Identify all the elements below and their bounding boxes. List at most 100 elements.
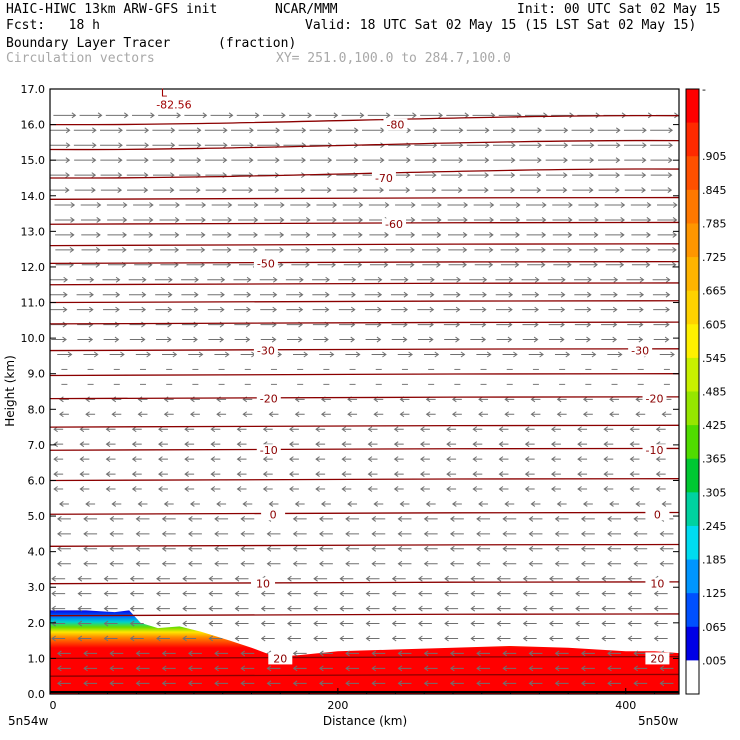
colorbar-label-5: .665 bbox=[702, 285, 727, 298]
circulation-vector-916 bbox=[158, 112, 182, 119]
circulation-vector-239 bbox=[659, 545, 674, 552]
circulation-vector-24 bbox=[57, 665, 71, 672]
circulation-vector-437 bbox=[190, 411, 200, 418]
circulation-vector-305 bbox=[504, 501, 515, 507]
circulation-vector-139 bbox=[549, 605, 563, 612]
circulation-vector-312 bbox=[53, 486, 64, 492]
circulation-vector-561 bbox=[286, 336, 303, 343]
circulation-vector-811 bbox=[546, 187, 568, 193]
circulation-vector-533 bbox=[188, 351, 204, 358]
circulation-vector-634 bbox=[312, 291, 330, 298]
circulation-vector-365 bbox=[184, 456, 195, 463]
circulation-vector-786 bbox=[526, 202, 547, 208]
circulation-vector-4 bbox=[161, 680, 176, 687]
circulation-vector-896 bbox=[257, 127, 281, 134]
circulation-vector-402 bbox=[524, 441, 535, 448]
circulation-vector-818 bbox=[100, 172, 123, 179]
circulation-vector-171 bbox=[129, 575, 144, 582]
circulation-vector-562 bbox=[313, 336, 329, 343]
circulation-vector-849 bbox=[283, 157, 306, 164]
circulation-vector-230 bbox=[423, 545, 438, 552]
circulation-vector-807 bbox=[441, 187, 463, 193]
circulation-vector-776 bbox=[264, 202, 285, 208]
circulation-vector-736 bbox=[474, 232, 494, 238]
temperature-isoline-7 bbox=[50, 282, 679, 286]
circulation-vector-303 bbox=[451, 501, 462, 507]
circulation-vector-419 bbox=[341, 426, 352, 433]
circulation-vector-151 bbox=[234, 590, 249, 597]
circulation-vector-22 bbox=[633, 680, 648, 687]
temperature-isoline-17 bbox=[50, 543, 679, 548]
y-tick-label-7: 7.0 bbox=[28, 439, 46, 452]
colorbar-label-9: .425 bbox=[702, 419, 727, 432]
circulation-vector-731 bbox=[343, 232, 363, 238]
circulation-vector-775 bbox=[237, 202, 259, 208]
circulation-vector-289 bbox=[85, 501, 96, 507]
circulation-vector-354 bbox=[524, 471, 535, 477]
circulation-vector-665 bbox=[495, 276, 514, 283]
circulation-vector-20 bbox=[580, 680, 595, 687]
circulation-vector-476 bbox=[582, 396, 593, 403]
circulation-vector-58 bbox=[318, 650, 333, 657]
circulation-vector-26 bbox=[109, 665, 124, 672]
circulation-vector-571 bbox=[548, 336, 565, 343]
circulation-vector-850 bbox=[309, 157, 333, 164]
circulation-vector-63 bbox=[449, 650, 464, 657]
circulation-vector-375 bbox=[446, 456, 457, 463]
circulation-vector-118 bbox=[627, 620, 642, 627]
circulation-vector-345 bbox=[289, 471, 299, 477]
circulation-vector-787 bbox=[552, 202, 573, 208]
circulation-vector-578 bbox=[103, 321, 120, 328]
circulation-vector-35 bbox=[345, 665, 360, 672]
circulation-vector-434 bbox=[111, 411, 122, 418]
circulation-vector-694 bbox=[631, 261, 651, 268]
circulation-vector-228 bbox=[371, 545, 386, 552]
colorbar-swatch-13 bbox=[686, 525, 699, 561]
circulation-vector-851 bbox=[336, 157, 359, 164]
circulation-vector-910 bbox=[623, 127, 647, 134]
circulation-vector-687 bbox=[448, 261, 467, 268]
circulation-vector-368 bbox=[262, 456, 273, 463]
contour-label-bg-13 bbox=[645, 577, 670, 590]
circulation-vector-629 bbox=[181, 291, 199, 298]
circulation-vector-451 bbox=[556, 411, 567, 418]
circulation-vector-542 bbox=[423, 351, 440, 358]
circulation-vector-226 bbox=[318, 545, 333, 552]
circulation-vector-259 bbox=[554, 530, 569, 537]
circulation-vector-52 bbox=[161, 650, 176, 657]
circulation-vector-747 bbox=[133, 217, 154, 223]
circulation-vector-642 bbox=[521, 291, 540, 298]
circulation-vector-73 bbox=[77, 635, 92, 642]
circulation-vector-84 bbox=[365, 635, 380, 642]
circulation-vector-104 bbox=[260, 620, 275, 627]
contour-label-bg-12 bbox=[251, 577, 276, 590]
circulation-vector-539 bbox=[345, 351, 361, 358]
circulation-vector-446 bbox=[425, 411, 436, 418]
circulation-vector-11 bbox=[345, 680, 360, 687]
circulation-vector-156 bbox=[365, 590, 380, 597]
circulation-vector-753 bbox=[290, 217, 311, 223]
circulation-vector-638 bbox=[417, 291, 435, 298]
circulation-vector-764 bbox=[578, 217, 599, 223]
circulation-vector-739 bbox=[552, 232, 573, 238]
circulation-vector-298 bbox=[320, 501, 331, 507]
circulation-vector-286 bbox=[633, 515, 648, 522]
circulation-vector-684 bbox=[369, 261, 389, 268]
contour-label-bg-2 bbox=[382, 218, 407, 231]
colorbar-swatch-1 bbox=[686, 122, 699, 157]
circulation-vector-893 bbox=[178, 127, 202, 134]
circulation-vector-859 bbox=[545, 157, 568, 164]
circulation-vector-898 bbox=[309, 127, 333, 134]
circulation-vector-618 bbox=[522, 306, 540, 313]
circulation-vector-133 bbox=[391, 605, 406, 612]
circulation-vector-203 bbox=[345, 560, 360, 567]
circulation-vector-894 bbox=[204, 127, 228, 134]
circulation-vector-418 bbox=[315, 426, 326, 433]
temperature-isoline-14 bbox=[50, 447, 679, 452]
circulation-vector-237 bbox=[607, 545, 622, 552]
circulation-vector-97 bbox=[77, 620, 92, 627]
circulation-vector-902 bbox=[414, 127, 438, 134]
circulation-vector-255 bbox=[449, 530, 464, 537]
circulation-vector-621 bbox=[600, 306, 618, 313]
circulation-vector-528 bbox=[57, 351, 73, 358]
